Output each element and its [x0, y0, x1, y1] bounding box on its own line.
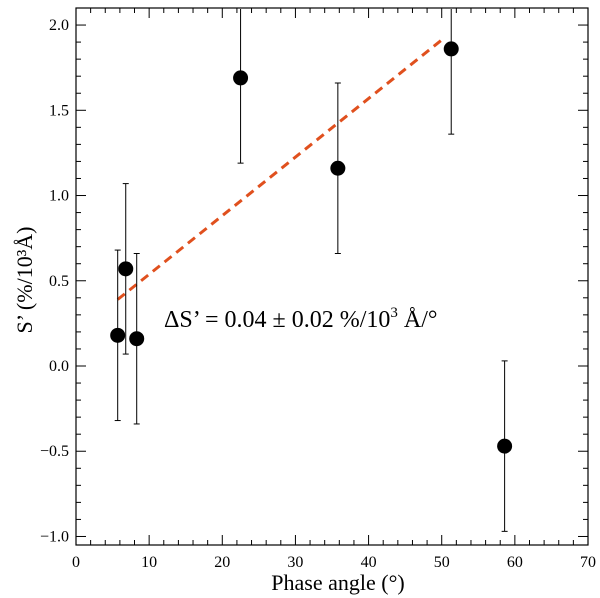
- x-tick-label: 40: [361, 554, 377, 571]
- x-axis-title: Phase angle (°): [271, 570, 404, 595]
- y-tick-label: 2.0: [49, 17, 69, 34]
- tick-marks: [75, 7, 589, 545]
- y-tick-label: 1.0: [49, 188, 69, 205]
- fit-line: [116, 35, 447, 301]
- data-point: [129, 331, 145, 347]
- x-tick-label: 10: [141, 554, 157, 571]
- data-point: [233, 70, 249, 86]
- slope-annotation: ΔS’ = 0.04 ± 0.02 %/103 Å/°: [164, 305, 437, 333]
- x-tick-labels: 0 10 20 30 40 50 60 70: [72, 554, 596, 571]
- data-point: [118, 261, 134, 277]
- y-tick-label: 1.5: [49, 102, 69, 119]
- y-tick-labels: −1.0 −0.5 0.0 0.5 1.0 1.5 2.0: [40, 17, 69, 545]
- y-axis-title: S’ (%/10³Å): [12, 226, 37, 333]
- y-tick-label: 0.0: [49, 358, 69, 375]
- annotation-prefix: ΔS’ = 0.04 ± 0.02 %/10: [164, 307, 390, 333]
- x-tick-label: 50: [434, 554, 450, 571]
- data-point: [110, 327, 126, 343]
- y-tick-label: −0.5: [40, 443, 69, 460]
- data-point: [330, 160, 346, 176]
- data-points: [110, 9, 513, 532]
- data-point: [443, 41, 459, 57]
- x-tick-label: 60: [507, 554, 523, 571]
- y-tick-label: 0.5: [49, 273, 69, 290]
- fit-line-group: [116, 35, 447, 301]
- x-tick-label: 30: [287, 554, 303, 571]
- x-tick-label: 0: [72, 554, 80, 571]
- data-point: [497, 438, 513, 454]
- annotation-superscript: 3: [390, 305, 398, 321]
- plot-frame: [75, 7, 589, 546]
- x-tick-label: 70: [580, 554, 596, 571]
- annotation-suffix: Å/°: [398, 307, 438, 333]
- x-tick-label: 20: [214, 554, 230, 571]
- y-tick-label: −1.0: [40, 528, 69, 545]
